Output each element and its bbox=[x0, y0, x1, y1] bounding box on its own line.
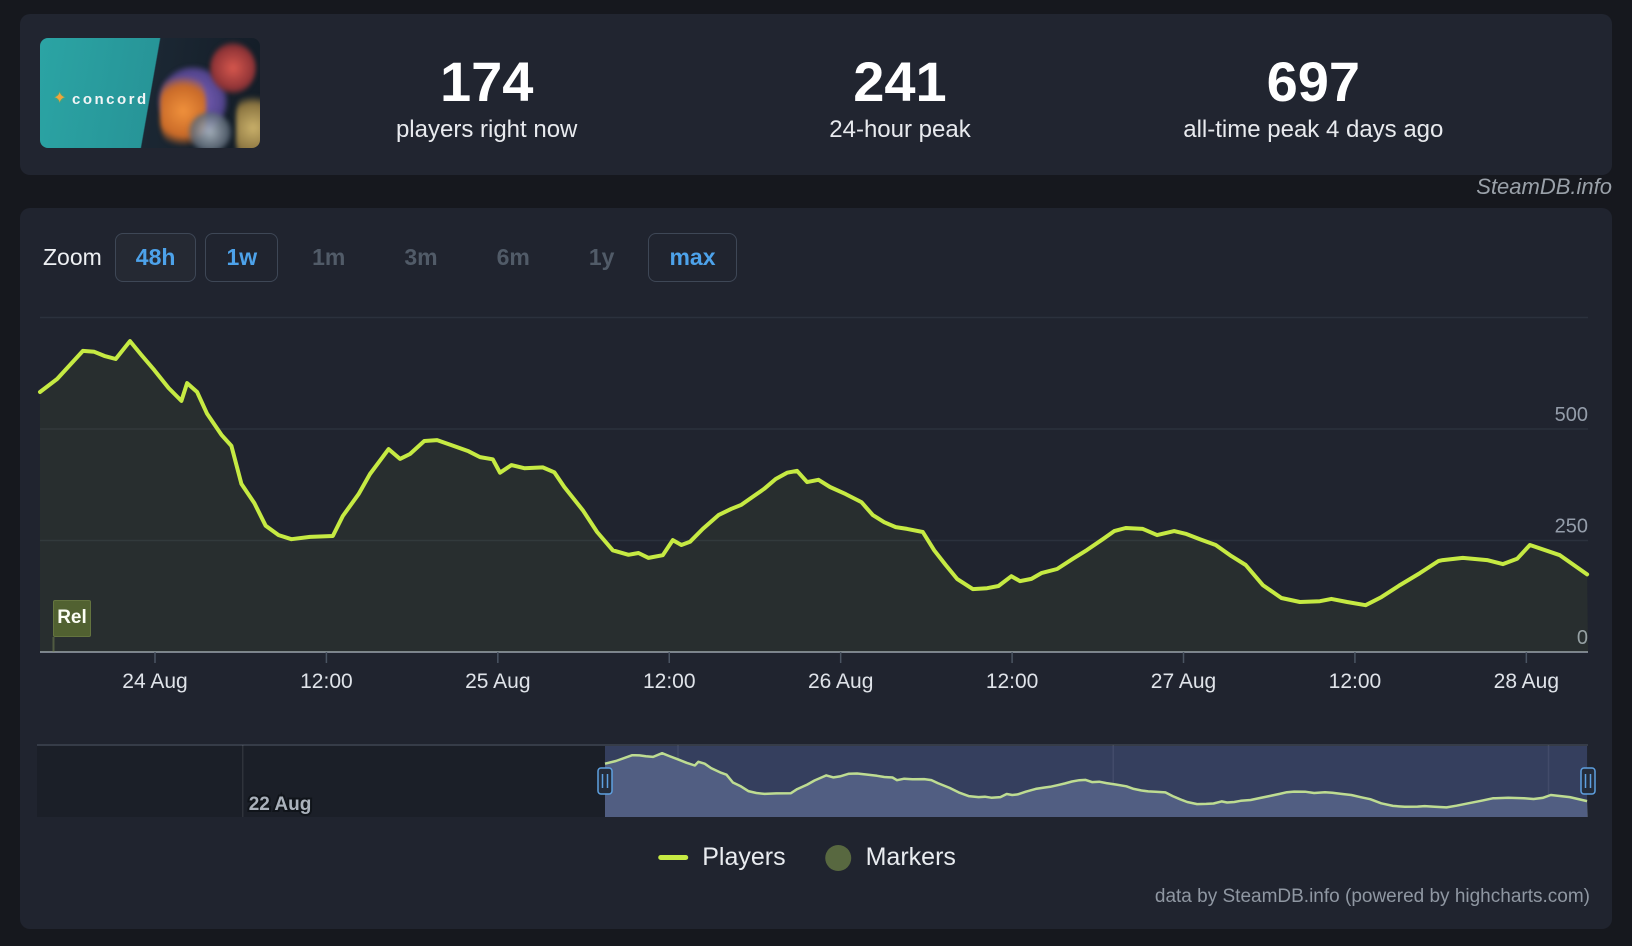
stats-row: 174 players right now 241 24-hour peak 6… bbox=[280, 14, 1520, 175]
zoom-48h-button[interactable]: 48h bbox=[114, 233, 197, 282]
peak-24h-label: 24-hour peak bbox=[829, 116, 971, 144]
release-flag[interactable]: Rel bbox=[53, 600, 91, 637]
steamdb-watermark: SteamDB.info bbox=[1476, 174, 1612, 199]
zoom-1m-button: 1m bbox=[312, 244, 346, 270]
stat-24h-peak: 241 24-hour peak bbox=[693, 45, 1106, 145]
concord-star-icon: ✦ bbox=[53, 90, 67, 107]
header-card: ✦ concord 174 players right now 241 24-h… bbox=[20, 14, 1612, 175]
players-line-swatch-icon bbox=[658, 855, 689, 860]
stat-current-players: 174 players right now bbox=[280, 45, 693, 145]
capsule-art-blob bbox=[210, 42, 256, 94]
zoom-3m-button: 3m bbox=[404, 244, 438, 270]
zoom-6m-button: 6m bbox=[496, 244, 530, 270]
game-logo-text: concord bbox=[72, 91, 149, 108]
highcharts-credit: data by SteamDB.info (powered by highcha… bbox=[1154, 886, 1590, 907]
game-capsule-image[interactable]: ✦ concord bbox=[40, 38, 260, 148]
alltime-peak-value: 697 bbox=[1266, 49, 1361, 113]
zoom-1y-button: 1y bbox=[588, 244, 615, 270]
stat-alltime-peak: 697 all-time peak 4 days ago bbox=[1107, 45, 1520, 145]
peak-24h-value: 241 bbox=[853, 49, 947, 113]
legend-players-label: Players bbox=[702, 843, 786, 871]
legend-item-players[interactable]: Players bbox=[658, 843, 786, 872]
chart-card: Zoom 48h 1w 1m 3m 6m 1y max Rel Players Marker… bbox=[20, 208, 1612, 929]
zoom-1w-button[interactable]: 1w bbox=[205, 233, 279, 282]
zoom-max-button[interactable]: max bbox=[648, 233, 737, 282]
capsule-art-blob bbox=[236, 92, 260, 148]
zoom-label: Zoom bbox=[43, 244, 102, 270]
alltime-peak-label: all-time peak 4 days ago bbox=[1183, 116, 1444, 144]
current-players-label: players right now bbox=[395, 116, 578, 144]
legend-item-markers[interactable]: Markers bbox=[825, 843, 956, 872]
legend-markers-label: Markers bbox=[865, 843, 956, 871]
current-players-value: 174 bbox=[439, 49, 534, 113]
chart-legend: Players Markers bbox=[658, 843, 956, 872]
markers-circle-swatch-icon bbox=[825, 844, 852, 871]
zoom-toolbar: Zoom 48h 1w 1m 3m 6m 1y max bbox=[43, 233, 746, 282]
zoom-button-group: 48h 1w 1m 3m 6m 1y max bbox=[114, 233, 746, 282]
capsule-art-blob bbox=[188, 112, 232, 148]
